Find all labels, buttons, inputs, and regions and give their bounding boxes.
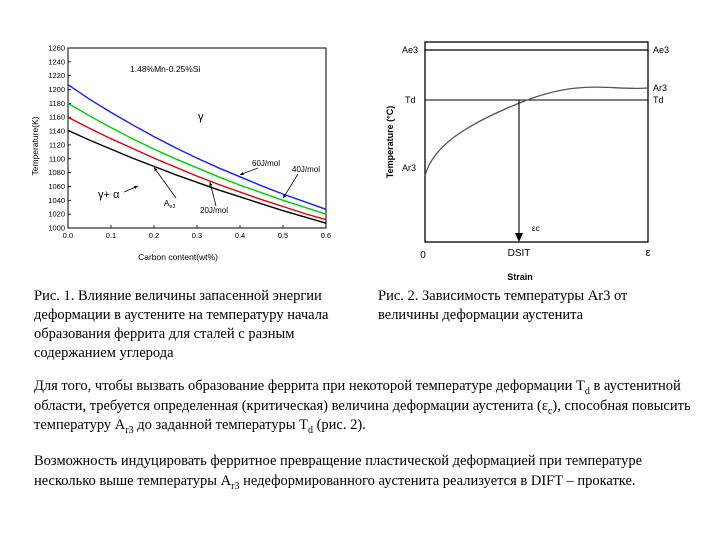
figure1-series-line-0 — [67, 84, 327, 210]
figure2-ar3-curve — [424, 86, 649, 177]
figure1-y-tick-label: 1140 — [49, 127, 65, 136]
figure1-y-tick-label: 1180 — [49, 99, 65, 108]
figure1-y-tick-label: 1220 — [48, 71, 65, 80]
figure1-leader-20-head — [209, 181, 213, 186]
figure1-label-60: 60J/mol — [252, 159, 280, 168]
figure1-series-line-3 — [67, 129, 327, 224]
paragraph-1-text-4: до заданной температуры T — [133, 417, 308, 433]
paragraph-2-text-1: Возможность индуцировать ферритное превр… — [34, 453, 643, 489]
figure2-xlabel: Strain — [507, 272, 533, 282]
paragraph-1-sub-ar3: r3 — [125, 424, 134, 436]
figure1-leader-20 — [209, 181, 217, 207]
figure1-y-tick-label: 1020 — [48, 210, 65, 219]
figure1-region-gamma-alpha: γ+ α — [98, 189, 120, 201]
paragraph-2: Возможность индуцировать ферритное превр… — [34, 452, 696, 491]
figure2-critical-strain-label: εc — [532, 224, 540, 233]
paragraph-1-text-1: Для того, чтобы вызвать образование ферр… — [34, 378, 585, 394]
figure2-caption: Рис. 2. Зависимость температуры Ar3 от в… — [378, 288, 628, 323]
figure2-dsit-arrow — [515, 233, 523, 242]
figure1-xlabel: Carbon content(wt%) — [138, 252, 218, 262]
figure1-y-tick-label: 1120 — [49, 140, 65, 149]
figure1-caption: Рис. 1. Влияние величины запасенной энер… — [34, 288, 329, 361]
figure2-left-label-ae3: Ae3 — [402, 45, 418, 55]
figure2-right-label-ae3: Ae3 — [653, 45, 669, 55]
figure1-series-line-1 — [67, 102, 327, 215]
paragraph-1-text-5: (рис. 2). — [312, 417, 366, 433]
paragraph-1-text-2: в аустенитной области, требуется определ… — [34, 378, 681, 414]
figure2-x-end-label: ε — [646, 247, 651, 259]
figure1-leader-60-head — [240, 172, 244, 175]
figure1-y-tick-label: 1000 — [48, 224, 65, 233]
paragraph-2-sub-ar3: r3 — [231, 480, 240, 492]
figure1-y-tick-label: 1100 — [49, 154, 65, 163]
figure2-right-label-td: Td — [653, 95, 664, 105]
figure2-origin-label: 0 — [420, 250, 426, 261]
figure1-region-gamma: γ — [198, 111, 204, 123]
paragraph-2-text-2: недеформированного аустенита реализуется… — [239, 472, 636, 489]
paragraph-1-sub-ec: c — [547, 405, 553, 417]
figure1-x-tick-label: 0.2 — [149, 231, 159, 240]
figure1-x-tick-label: 0.0 — [63, 231, 73, 240]
figure1-ylabel: Temperature(K) — [30, 116, 40, 175]
figure1-y-tick-label: 1060 — [48, 182, 65, 191]
figure1-y-tick-label: 1080 — [48, 168, 65, 177]
paragraph-1-text-3: ), способная повысить температуру A — [34, 397, 691, 434]
figure1-x-tick-label: 0.4 — [235, 231, 245, 240]
figure1-x-tick-label: 0.3 — [192, 231, 202, 240]
figure1-plot-area: 0.0 0.1 0.2 0.3 0.4 0.5 0.6 1000 1020 1040 1060 108… — [48, 44, 331, 241]
figure1-series-line-2 — [67, 116, 327, 221]
figure1-y-tick-label: 1240 — [48, 57, 65, 66]
paragraph-1-sub-td-2: d — [307, 424, 313, 436]
figure1-x-tick-label: 0.1 — [106, 231, 116, 240]
figure1-chart: 0.0 0.1 0.2 0.3 0.4 0.5 0.6 1000 1020 1040 1060 108… — [30, 44, 331, 263]
figure1-annotation-composition: 1.48%Mn-0.25%Si — [130, 64, 201, 74]
figure1-leader-gamma-alpha-head — [134, 186, 138, 189]
figure1-leader-ae3 — [153, 167, 177, 199]
figure1-leader-40-head — [283, 194, 287, 199]
figure2-left-label-td: Td — [405, 95, 416, 105]
figure1-label-20: 20J/mol — [200, 206, 228, 215]
figure1-y-tick-label: 1160 — [49, 113, 65, 122]
paragraph-1: Для того, чтобы вызвать образование ферр… — [34, 377, 696, 436]
figure1-y-tick-label: 1200 — [48, 85, 65, 94]
figure2-chart: Ae3 Td Ar3 Ae3 Ar3 Td εc 0 DSIT ε Strain… — [385, 41, 669, 282]
figure1-y-tick-label: 1260 — [48, 44, 65, 53]
figure2-ylabel: Temperature (°C) — [385, 106, 395, 178]
figure2-right-label-ar3: Ar3 — [653, 83, 667, 93]
paragraph-1-sub-td: d — [584, 385, 590, 397]
figure1-leader-ae3-head — [154, 167, 158, 172]
figure2-dsit-label: DSIT — [508, 248, 531, 259]
figure1-y-tick-label: 1040 — [48, 196, 65, 205]
figure1-x-tick-label: 0.6 — [321, 231, 331, 240]
figure2-left-label-ar3: Ar3 — [402, 163, 416, 173]
figure1-label-ae3: Ae3 — [164, 199, 175, 210]
figure1-label-40: 40J/mol — [292, 165, 320, 174]
figure1-x-tick-label: 0.5 — [278, 231, 288, 240]
figure1-leader-40 — [282, 173, 299, 199]
figure2-frame — [424, 41, 649, 243]
